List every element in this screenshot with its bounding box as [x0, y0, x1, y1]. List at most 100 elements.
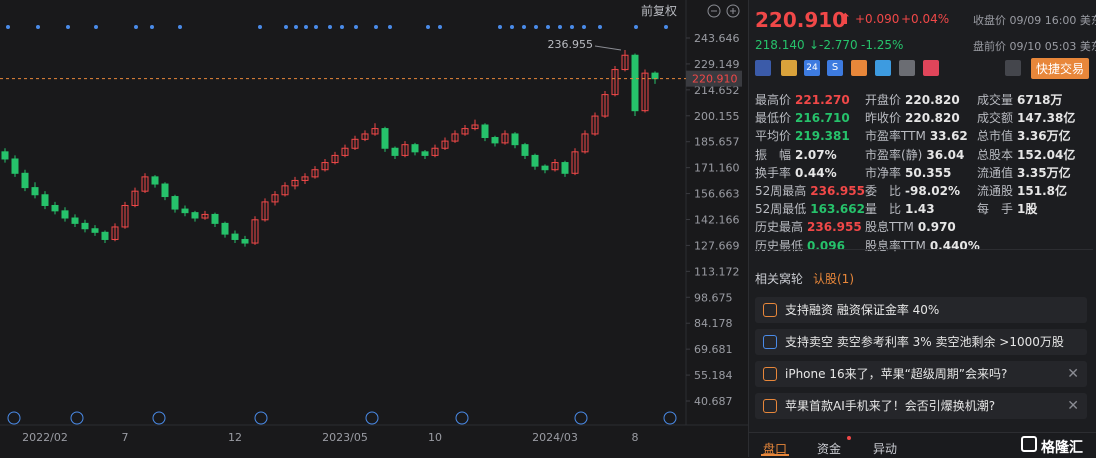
candle-body [321, 162, 329, 171]
stat-value: 236.955 [810, 184, 865, 198]
candle-body [281, 185, 289, 196]
quick-trade-button[interactable]: 快捷交易 [1031, 58, 1090, 79]
candle-body [481, 124, 489, 139]
event-dot [294, 25, 298, 29]
candle-body [61, 210, 69, 219]
zoom-in[interactable] [726, 4, 740, 18]
info-card[interactable]: 支持卖空 卖空参考利率 3% 卖空池剩余 >1000万股 [755, 329, 1087, 355]
candle-body [601, 94, 609, 117]
y-tick-label: 185.657 [694, 136, 740, 149]
stat-label: 最高价 [755, 93, 792, 107]
event-dot [134, 25, 138, 29]
card-text: 支持卖空 卖空参考利率 3% 卖空池剩余 >1000万股 [785, 335, 1064, 349]
candle-body [41, 194, 49, 206]
info-card[interactable]: iPhone 16来了，苹果“超级周期”会来吗? ✕ [755, 361, 1087, 387]
candle-body [51, 204, 59, 212]
flag-icon [755, 60, 771, 76]
stat-label: 昨收价 [865, 111, 902, 126]
y-tick-label: 69.681 [694, 343, 733, 356]
stat-value: 152.04亿 [1017, 147, 1076, 162]
event-dot [582, 25, 586, 29]
stat-cell: 股息TTM 0.970 [865, 218, 956, 235]
event-dot [664, 25, 668, 29]
brand: 格隆汇 [1041, 440, 1083, 456]
stat-value: 220.820 [905, 93, 960, 107]
candle-body [521, 144, 529, 156]
candle-body [401, 144, 409, 156]
y-tick-label: 171.160 [694, 162, 740, 175]
stat-cell: 流通值 3.35万亿 [977, 164, 1071, 181]
bottom-tab[interactable]: 异动 [873, 442, 898, 456]
candle-body [11, 158, 19, 174]
y-tick-label: 214.652 [694, 84, 740, 97]
high-leader [594, 45, 622, 51]
event-dot [546, 25, 550, 29]
stat-cell: 历史最低 0.096 [755, 237, 845, 254]
quote-panel: 220.910 ⬆ +0.090 +0.04% 收盘价 09/09 16:00 … [748, 0, 1096, 458]
bottom-tab[interactable]: 资金 [817, 442, 842, 456]
event-dot [258, 25, 262, 29]
candle-body [331, 154, 339, 164]
card-text: 支持融资 融资保证金率 40% [785, 303, 940, 317]
stat-label: 股息TTM [865, 220, 914, 235]
stat-label: 成交量 [977, 93, 1014, 107]
stat-cell: 开盘价 220.820 [865, 91, 960, 108]
last-price-label: 220.910 [692, 73, 738, 86]
last-price-tag [686, 70, 742, 87]
stat-label: 每 手 [977, 202, 1014, 217]
pre-change-pct: -1.25% [861, 38, 904, 52]
zoom-out[interactable] [707, 4, 721, 18]
card-icon [763, 367, 777, 381]
candle-body [441, 140, 449, 149]
candle-body [251, 219, 259, 244]
icon [851, 60, 867, 76]
event-dot [634, 25, 638, 29]
candle-body [511, 133, 519, 146]
icon [923, 60, 939, 76]
x-tick-label: 2022/02 [22, 431, 68, 444]
stat-value: 0.970 [917, 220, 956, 235]
price: 220.910 [755, 8, 847, 32]
candle-body [571, 151, 579, 174]
x-tick-label: 8 [632, 431, 639, 444]
stat-cell: 市净率 50.355 [865, 164, 951, 181]
candle-body [361, 133, 369, 140]
candle-body [531, 154, 539, 167]
bottom-bar [749, 432, 1096, 458]
y-tick-label: 200.155 [694, 110, 740, 123]
event-dot [304, 25, 308, 29]
tab[interactable]: 相关窝轮 [755, 272, 804, 286]
tab[interactable]: 认股(1) [813, 272, 854, 286]
stat-cell: 52周最低 163.662 [755, 200, 865, 217]
stat-value: 216.710 [795, 111, 850, 126]
stat-value: 1股 [1017, 202, 1038, 217]
stat-label: 历史最高 [755, 220, 804, 235]
stat-label: 52周最低 [755, 202, 807, 217]
stat-value: 36.04 [926, 147, 965, 162]
stat-value: 6718万 [1017, 93, 1063, 107]
info-card[interactable]: 苹果首款AI手机来了！会否引爆换机潮? ✕ [755, 393, 1087, 419]
stat-label: 总股本 [977, 147, 1014, 162]
pre-note: 盘前价 09/10 05:03 美东 [973, 40, 1096, 53]
candle-body [1, 151, 9, 160]
event-dot [388, 25, 392, 29]
bottom-tab[interactable]: 盘口 [763, 442, 788, 456]
adjust-button[interactable]: 前复权 [641, 3, 677, 18]
event-icon [254, 411, 268, 425]
candle-body [91, 228, 99, 233]
candle-body [541, 165, 549, 171]
candle-body [631, 54, 639, 112]
price-arrow: ⬆ [839, 10, 852, 28]
info-card[interactable]: 支持融资 融资保证金率 40% [755, 297, 1087, 323]
close-button[interactable]: ✕ [1067, 366, 1079, 382]
y-tick-label: 98.675 [694, 291, 733, 304]
bell-icon[interactable] [1005, 60, 1021, 76]
candle-body [181, 208, 189, 214]
event-dot [284, 25, 288, 29]
candle-body [421, 151, 429, 156]
close-button[interactable]: ✕ [1067, 398, 1079, 414]
pre-price: 218.140 [755, 38, 805, 52]
candle-body [491, 137, 499, 144]
candle-body [271, 194, 279, 203]
event-dot [374, 25, 378, 29]
